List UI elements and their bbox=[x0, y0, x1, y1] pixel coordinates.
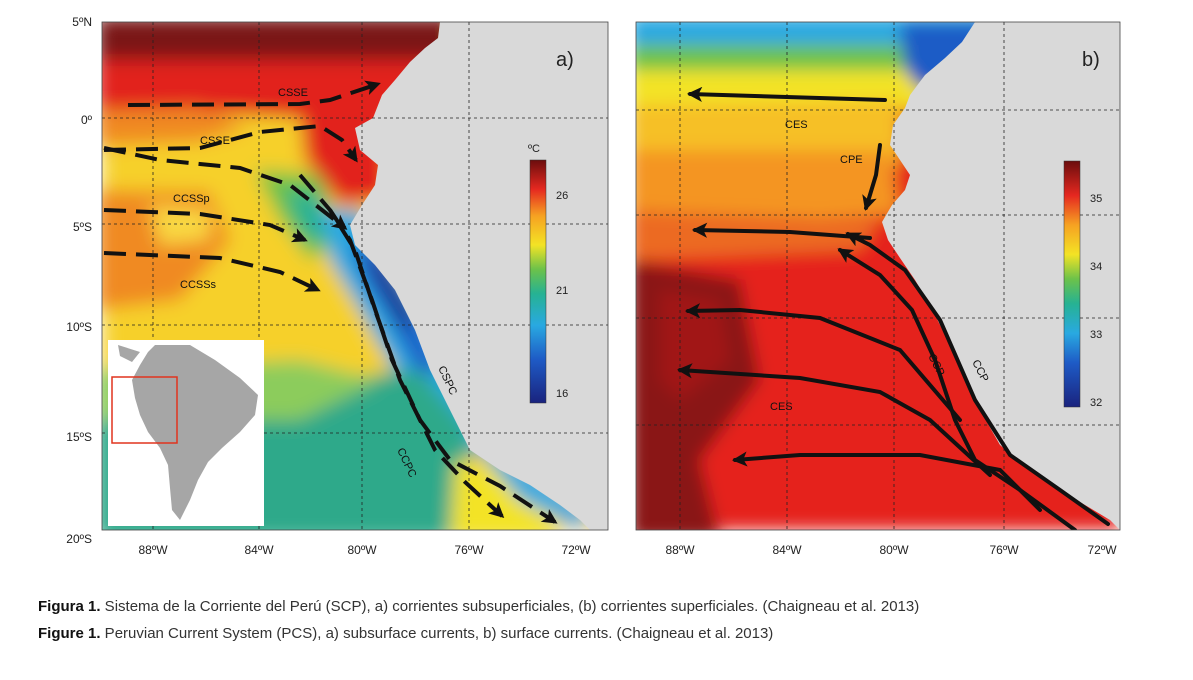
caption-english-text: Peruvian Current System (PCS), a) subsur… bbox=[100, 625, 774, 642]
colorbar-temperature-unit: ºC bbox=[528, 143, 540, 155]
current-ccp-inner-arrow bbox=[837, 248, 1077, 530]
colorbar-temperature-tick-21: 21 bbox=[556, 285, 568, 297]
longitude-labels-a: 88ºW 84ºW 80ºW 76ºW 72ºW bbox=[138, 543, 591, 557]
label-cpe: CPE bbox=[840, 154, 863, 166]
panel-b-surface-salinity-map: CES CPE CES CCP CCP b) 35 34 33 32 88ºW … bbox=[635, 21, 1121, 557]
label-ces-south: CES bbox=[770, 401, 793, 413]
subsurface-current-arrows bbox=[103, 80, 558, 524]
lon-label-a-72w: 72ºW bbox=[561, 543, 591, 557]
lon-label-a-84w: 84ºW bbox=[244, 543, 274, 557]
current-ccssp-arrow bbox=[103, 146, 348, 230]
caption-english: Figure 1. Peruvian Current System (PCS),… bbox=[38, 625, 773, 642]
current-ces-south-3-arrow bbox=[676, 363, 992, 477]
colorbar-temperature: ºC 26 21 16 bbox=[528, 143, 568, 404]
current-ces-south-2-arrow bbox=[684, 303, 962, 422]
longitude-labels-b: 88ºW 84ºW 80ºW 76ºW 72ºW bbox=[665, 543, 1117, 557]
lon-label-b-84w: 84ºW bbox=[772, 543, 802, 557]
current-ces-north-arrow bbox=[686, 86, 887, 102]
lon-label-b-80w: 80ºW bbox=[879, 543, 909, 557]
lat-label-15s: 15ºS bbox=[66, 430, 92, 444]
caption-spanish: Figura 1. Sistema de la Corriente del Pe… bbox=[38, 598, 919, 615]
panel-a-tag: a) bbox=[556, 49, 574, 71]
caption-english-label: Figure 1. bbox=[38, 625, 101, 642]
lon-label-a-88w: 88ºW bbox=[138, 543, 168, 557]
colorbar-temperature-tick-16: 16 bbox=[556, 388, 568, 400]
grid-lines-b bbox=[636, 22, 1120, 530]
lat-label-0: 0º bbox=[81, 113, 93, 127]
current-ces-south-1-arrow bbox=[691, 222, 872, 240]
colorbar-salinity-tick-32: 32 bbox=[1090, 397, 1102, 409]
inset-south-america-shape bbox=[132, 345, 258, 520]
lat-label-10s: 10ºS bbox=[66, 320, 92, 334]
current-ccssp-branch-arrow bbox=[103, 208, 308, 243]
inset-locator-map bbox=[108, 340, 264, 526]
lon-label-b-76w: 76ºW bbox=[989, 543, 1019, 557]
current-ccsss-arrow bbox=[103, 251, 321, 292]
colorbar-salinity-tick-33: 33 bbox=[1090, 329, 1102, 341]
surface-current-arrows bbox=[676, 86, 1110, 530]
panel-a-subsurface-temperature-map: CSSE CSSE CCSSp CCSSs CSPC CSPC CCPC a) … bbox=[101, 21, 609, 557]
land-south-america-b bbox=[882, 22, 1120, 530]
current-ccpc-arrow bbox=[328, 208, 558, 524]
label-csse-north: CSSE bbox=[278, 87, 308, 99]
caption-spanish-text: Sistema de la Corriente del Perú (SCP), … bbox=[100, 598, 920, 615]
inset-study-area-box bbox=[111, 376, 178, 444]
current-ccp-outer-arrow bbox=[845, 232, 1110, 526]
current-csse-south-arrow bbox=[103, 123, 358, 163]
colorbar-salinity-tick-35: 35 bbox=[1090, 193, 1102, 205]
colorbar-temperature-tick-26: 26 bbox=[556, 190, 568, 202]
lat-label-20s: 20ºS bbox=[66, 532, 92, 546]
lat-label-5s: 5ºS bbox=[73, 220, 92, 234]
current-csse-north-arrow bbox=[127, 80, 381, 107]
lon-label-a-76w: 76ºW bbox=[454, 543, 484, 557]
latitude-labels: 5ºN 0º 5ºS 10ºS 15ºS 20ºS bbox=[66, 15, 92, 546]
current-cpe-arrow bbox=[862, 143, 882, 211]
figure-canvas: 5ºN 0º 5ºS 10ºS 15ºS 20ºS bbox=[66, 15, 1121, 557]
label-ccssp: CCSSp bbox=[173, 193, 210, 205]
lon-label-a-80w: 80ºW bbox=[347, 543, 377, 557]
colorbar-salinity-tick-34: 34 bbox=[1090, 261, 1102, 273]
caption-spanish-label: Figura 1. bbox=[38, 598, 101, 615]
lon-label-b-72w: 72ºW bbox=[1087, 543, 1117, 557]
colorbar-salinity: 35 34 33 32 bbox=[1063, 160, 1102, 409]
lon-label-b-88w: 88ºW bbox=[665, 543, 695, 557]
lat-label-5n: 5ºN bbox=[72, 15, 92, 29]
panel-b-tag: b) bbox=[1082, 49, 1100, 71]
label-ces-north: CES bbox=[785, 119, 808, 131]
label-ccsss: CCSSs bbox=[180, 279, 217, 291]
label-csse-south: CSSE bbox=[200, 135, 230, 147]
